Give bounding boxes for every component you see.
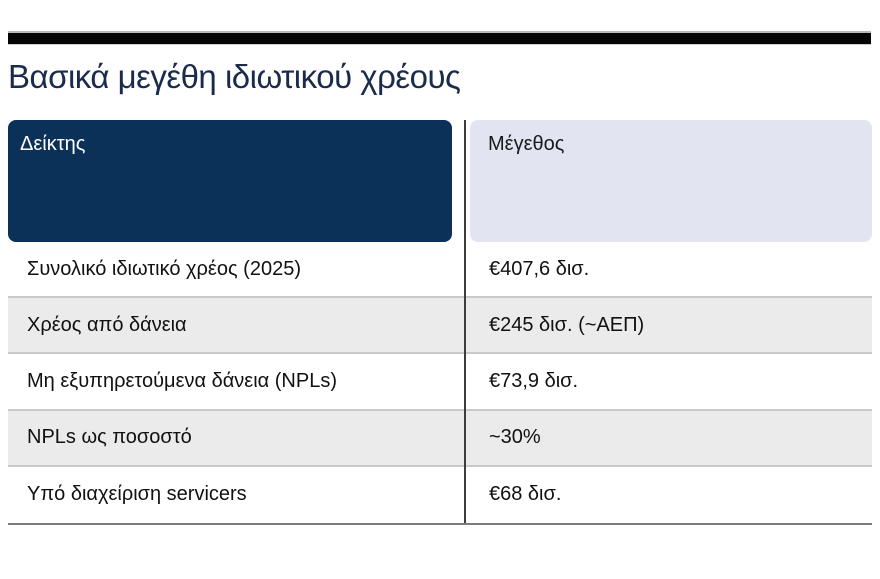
row-label: NPLs ως ποσοστό <box>27 426 192 449</box>
row-label: Υπό διαχείριση servicers <box>27 483 247 506</box>
top-rule-divider <box>8 31 871 45</box>
column-header-size: Μέγεθος <box>470 120 872 242</box>
table-row: Συνολικό ιδιωτικό χρέος (2025) €407,6 δι… <box>8 242 872 299</box>
row-label: Συνολικό ιδιωτικό χρέος (2025) <box>27 257 301 280</box>
row-value: €68 δισ. <box>489 483 562 506</box>
page-title: Βασικά μεγέθη ιδιωτικού χρέους <box>8 58 461 95</box>
debt-figures-table: Δείκτης Μέγεθος Συνολικό ιδιωτικό χρέος … <box>8 120 872 525</box>
row-value: €407,6 δισ. <box>489 257 590 280</box>
row-value: ~30% <box>489 426 541 449</box>
row-label: Μη εξυπηρετούμενα δάνεια (NPLs) <box>27 369 337 392</box>
row-value: €73,9 δισ. <box>489 369 579 392</box>
row-value: €245 δισ. (~ΑΕΠ) <box>489 313 645 336</box>
table-row: NPLs ως ποσοστό ~30% <box>8 410 872 467</box>
table-row: Χρέος από δάνεια €245 δισ. (~ΑΕΠ) <box>8 298 872 355</box>
table-row: Υπό διαχείριση servicers €68 δισ. <box>8 466 872 523</box>
column-divider-line <box>464 120 466 523</box>
column-header-indicator: Δείκτης <box>8 120 452 242</box>
table-row: Μη εξυπηρετούμενα δάνεια (NPLs) €73,9 δι… <box>8 354 872 411</box>
row-label: Χρέος από δάνεια <box>27 313 187 336</box>
table-header-row: Δείκτης Μέγεθος <box>8 120 872 242</box>
